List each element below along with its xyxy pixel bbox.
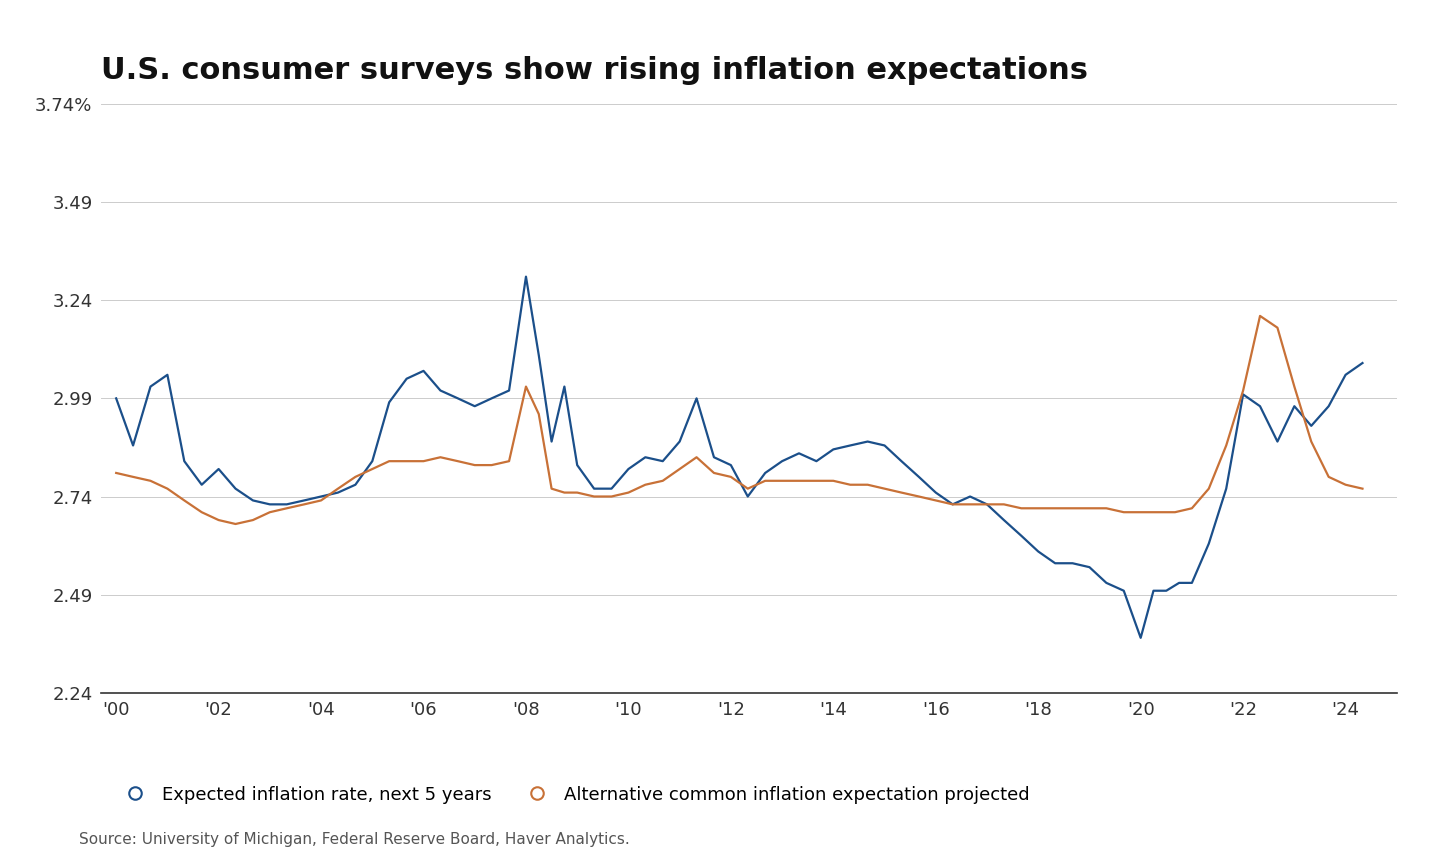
Text: U.S. consumer surveys show rising inflation expectations: U.S. consumer surveys show rising inflat… — [101, 56, 1087, 85]
Legend: Expected inflation rate, next 5 years, Alternative common inflation expectation : Expected inflation rate, next 5 years, A… — [109, 779, 1037, 811]
Text: Source: University of Michigan, Federal Reserve Board, Haver Analytics.: Source: University of Michigan, Federal … — [79, 832, 629, 847]
